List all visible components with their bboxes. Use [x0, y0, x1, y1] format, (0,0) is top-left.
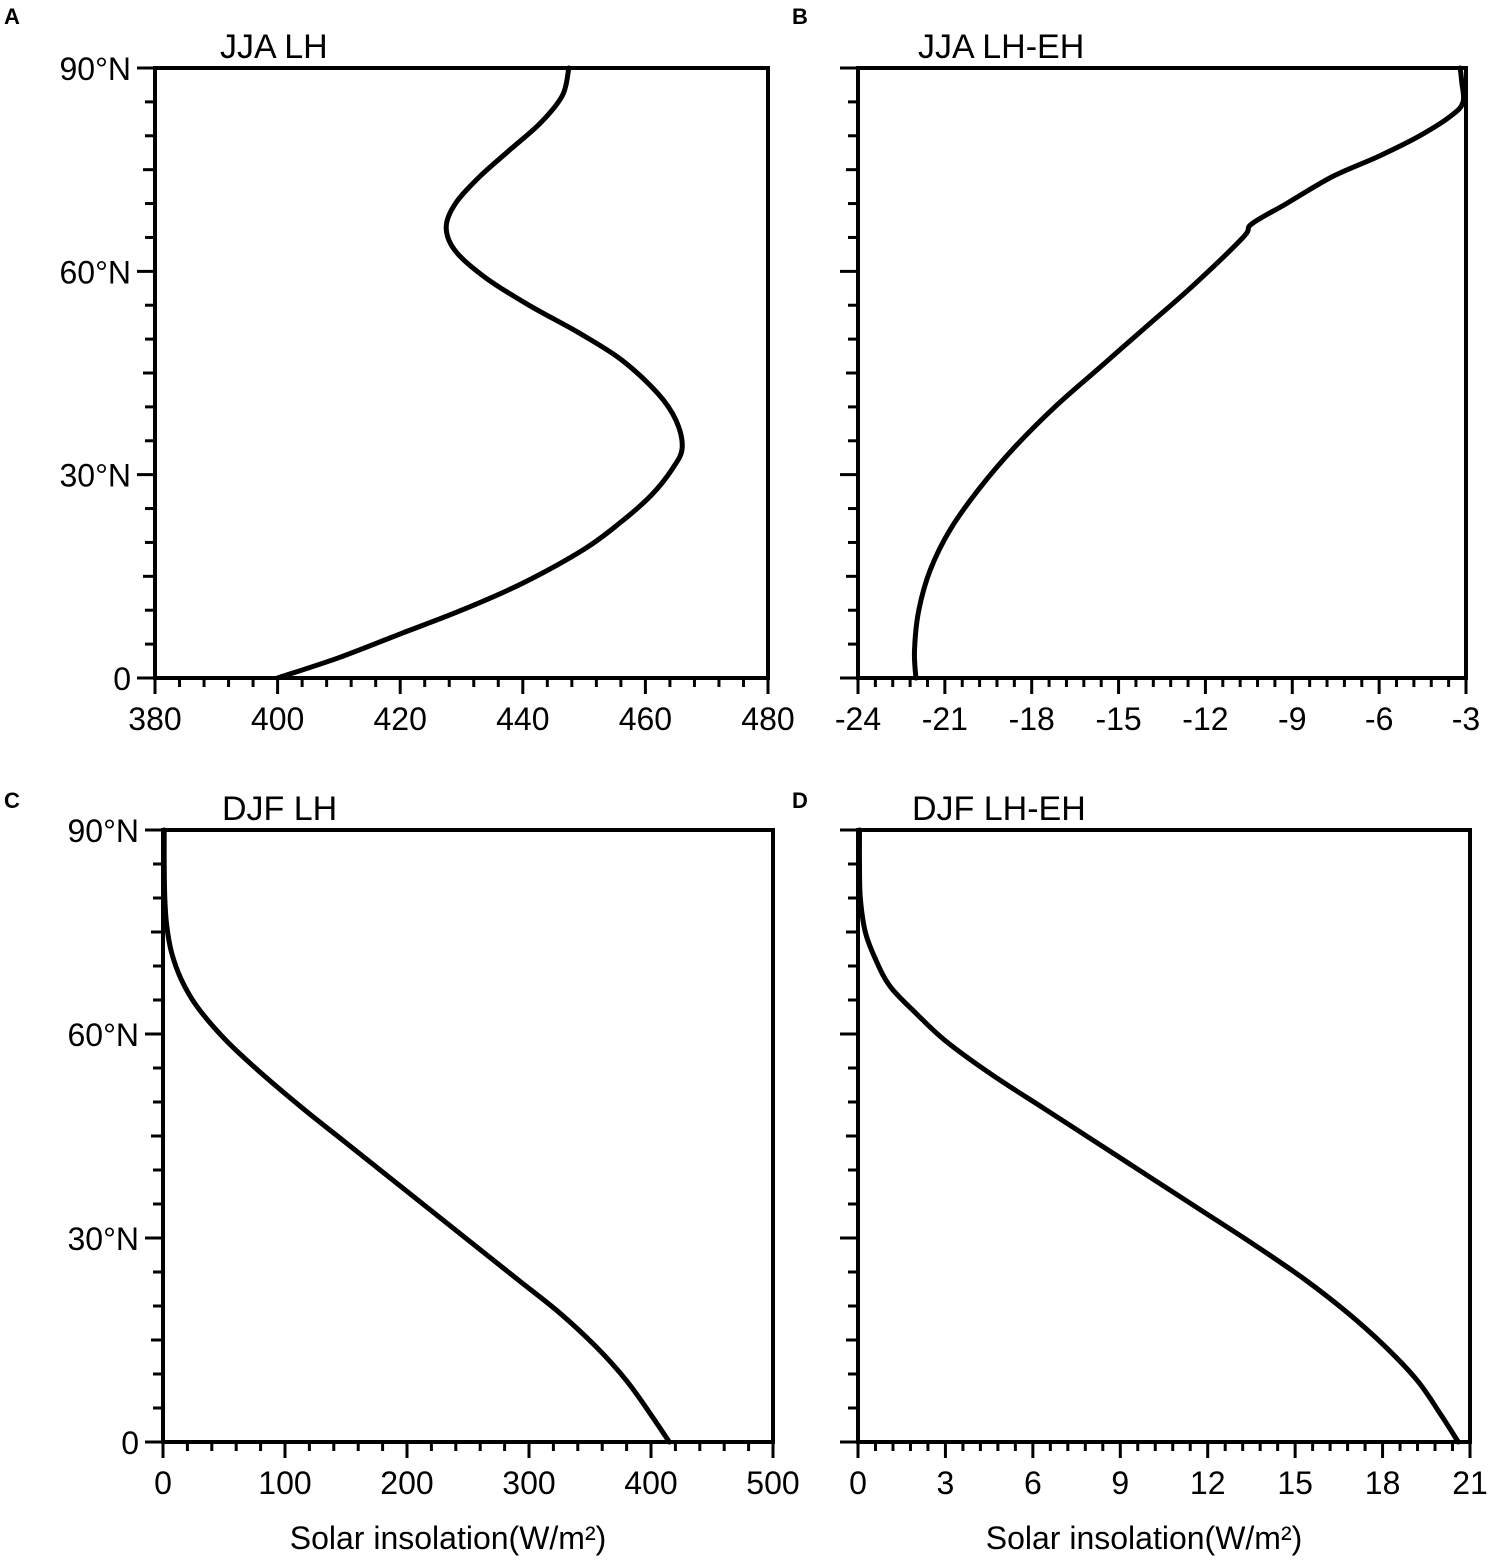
panel-b: B JJA LH-EH -24 -21 -18 -15 -12 -9 -6 -3 — [792, 4, 1480, 737]
chart-title: JJA LH — [220, 28, 328, 66]
series-line — [911, 65, 1467, 681]
x-tick-label: -21 — [922, 701, 968, 737]
y-tick-label: 0 — [121, 1425, 139, 1461]
chart-title: JJA LH-EH — [918, 28, 1084, 66]
panel-letter: B — [792, 4, 808, 29]
x-tick-label: 200 — [380, 1465, 433, 1501]
x-tick-label: 12 — [1190, 1465, 1226, 1501]
panel-d: D DJF LH-EH 0 3 6 9 12 15 18 21 Solar insolation(W… — [792, 788, 1488, 1556]
x-tick-label: 0 — [154, 1465, 172, 1501]
x-tick-label: 6 — [1024, 1465, 1042, 1501]
x-tick-label: -3 — [1452, 701, 1480, 737]
x-tick-label: -24 — [835, 701, 881, 737]
chart-title: DJF LH-EH — [912, 790, 1086, 828]
x-tick-label: 100 — [258, 1465, 311, 1501]
panel-letter: C — [4, 788, 20, 813]
series-line — [856, 827, 1461, 1445]
chart-title: DJF LH — [222, 790, 337, 828]
panel-a: A JJA LH 380 400 420 440 460 480 0 30°N 60°N 90°N — [4, 4, 795, 737]
plot-frame — [856, 828, 1472, 1444]
x-tick-label: -15 — [1095, 701, 1141, 737]
x-tick-label: 440 — [496, 701, 549, 737]
x-tick-label: 0 — [849, 1465, 867, 1501]
x-tick-label: 400 — [251, 701, 304, 737]
y-tick-label: 90°N — [68, 813, 140, 849]
y-tick-label: 90°N — [60, 51, 132, 87]
x-axis-label: Solar insolation(W/m²) — [290, 1520, 607, 1556]
panel-c: C DJF LH 0 100 200 300 400 500 0 30°N 60°N 90°N Sola… — [4, 788, 800, 1556]
x-tick-label: 420 — [374, 701, 427, 737]
x-tick-label: -18 — [1009, 701, 1055, 737]
x-tick-label: 400 — [624, 1465, 677, 1501]
x-tick-label: 300 — [502, 1465, 555, 1501]
x-tick-label: 15 — [1277, 1465, 1313, 1501]
x-tick-label: 380 — [128, 701, 181, 737]
series-line — [275, 65, 685, 681]
x-tick-label: 18 — [1365, 1465, 1401, 1501]
x-tick-label: -9 — [1278, 701, 1306, 737]
y-tick-label: 30°N — [68, 1221, 140, 1257]
x-tick-label: -6 — [1365, 701, 1393, 737]
x-tick-label: 460 — [619, 701, 672, 737]
series-line — [161, 827, 672, 1445]
y-tick-label: 30°N — [60, 458, 132, 494]
plot-frame — [153, 66, 770, 680]
plot-frame — [161, 828, 775, 1444]
x-axis-label: Solar insolation(W/m²) — [986, 1520, 1303, 1556]
y-tick-label: 0 — [113, 661, 131, 697]
y-tick-label: 60°N — [68, 1017, 140, 1053]
x-tick-label: 480 — [741, 701, 794, 737]
x-tick-label: 500 — [746, 1465, 799, 1501]
y-tick-label: 60°N — [60, 254, 132, 290]
panel-letter: D — [792, 788, 808, 813]
x-tick-label: 9 — [1111, 1465, 1129, 1501]
x-tick-label: 3 — [937, 1465, 955, 1501]
x-tick-label: 21 — [1452, 1465, 1488, 1501]
panel-letter: A — [4, 4, 20, 29]
x-tick-label: -12 — [1182, 701, 1228, 737]
